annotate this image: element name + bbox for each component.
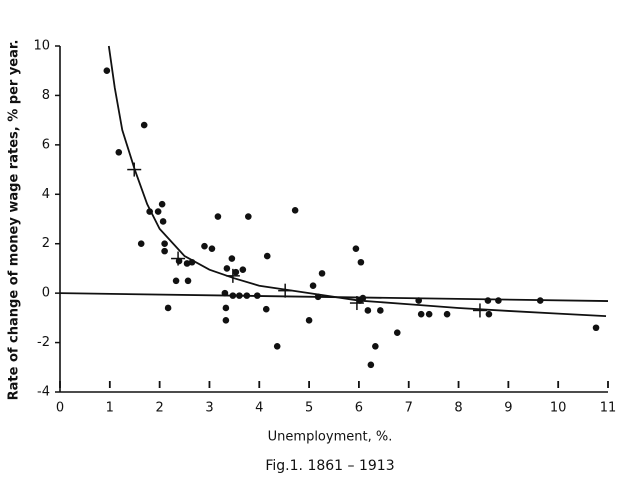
fit-line bbox=[59, 292, 609, 302]
data-point bbox=[318, 270, 326, 277]
data-point bbox=[222, 317, 230, 324]
data-point bbox=[425, 310, 433, 318]
x-tick-label: 3 bbox=[205, 401, 213, 416]
x-tick-label: 11 bbox=[600, 401, 617, 416]
data-point bbox=[154, 208, 162, 215]
data-point bbox=[161, 240, 168, 248]
x-tick-label: 8 bbox=[454, 401, 462, 416]
y-tick-label: -2 bbox=[37, 335, 50, 350]
data-point bbox=[228, 255, 236, 262]
data-point bbox=[352, 245, 360, 252]
y-tick-label: 8 bbox=[42, 88, 50, 103]
data-point bbox=[485, 310, 493, 318]
data-point bbox=[158, 200, 166, 208]
x-tick-label: 2 bbox=[155, 401, 163, 416]
data-point bbox=[367, 361, 375, 369]
caption: Fig.1. 1861 – 1913 bbox=[265, 458, 394, 474]
data-point bbox=[364, 307, 372, 314]
data-point bbox=[161, 247, 168, 255]
data-point bbox=[103, 67, 111, 75]
data-point bbox=[137, 240, 145, 248]
data-point bbox=[239, 266, 247, 273]
x-tick-label: 7 bbox=[405, 401, 413, 416]
data-point bbox=[183, 260, 191, 267]
y-tick-label: 10 bbox=[33, 39, 50, 54]
data-point bbox=[495, 297, 502, 304]
y-tick-label: -4 bbox=[37, 385, 50, 400]
x-tick-label: 0 bbox=[56, 401, 64, 416]
y-axis-label: Rate of change of money wage rates, % pe… bbox=[7, 40, 22, 401]
data-point bbox=[263, 252, 271, 260]
data-point bbox=[484, 297, 492, 304]
cross-marker bbox=[472, 303, 487, 318]
y-tick-label: 4 bbox=[42, 187, 50, 202]
data-point bbox=[184, 277, 192, 285]
data-point bbox=[592, 324, 600, 332]
data-point bbox=[245, 213, 252, 220]
fit-line bbox=[107, 45, 607, 318]
data-point bbox=[291, 207, 299, 214]
data-point bbox=[393, 329, 401, 336]
cross-marker bbox=[171, 251, 186, 266]
data-point bbox=[305, 317, 313, 324]
x-tick-label: 10 bbox=[550, 401, 567, 416]
x-tick-label: 4 bbox=[255, 401, 263, 416]
data-point bbox=[262, 305, 270, 313]
data-point bbox=[372, 342, 379, 350]
x-tick-label: 9 bbox=[504, 401, 512, 416]
data-point bbox=[417, 310, 425, 318]
data-point bbox=[164, 304, 172, 312]
data-point bbox=[309, 282, 317, 290]
data-point bbox=[223, 265, 231, 272]
data-point bbox=[222, 304, 230, 312]
data-point bbox=[232, 268, 240, 276]
y-tick-label: 6 bbox=[42, 137, 50, 152]
data-point bbox=[208, 245, 216, 252]
data-point bbox=[443, 310, 451, 318]
data-point bbox=[140, 121, 148, 129]
x-axis-label: Unemployment, %. bbox=[268, 430, 393, 445]
data-point bbox=[357, 258, 365, 266]
data-point bbox=[201, 242, 208, 250]
data-point bbox=[214, 213, 222, 220]
x-tick-label: 1 bbox=[106, 401, 114, 416]
data-point bbox=[159, 218, 167, 225]
x-tick-label: 6 bbox=[355, 401, 363, 416]
x-tick-label: 5 bbox=[305, 401, 313, 416]
cross-marker bbox=[349, 296, 364, 311]
y-tick-label: 2 bbox=[42, 236, 50, 251]
data-point bbox=[377, 307, 384, 314]
data-point bbox=[172, 277, 180, 285]
data-point bbox=[273, 342, 281, 350]
data-point bbox=[115, 148, 123, 156]
y-tick-label: 0 bbox=[42, 286, 50, 301]
